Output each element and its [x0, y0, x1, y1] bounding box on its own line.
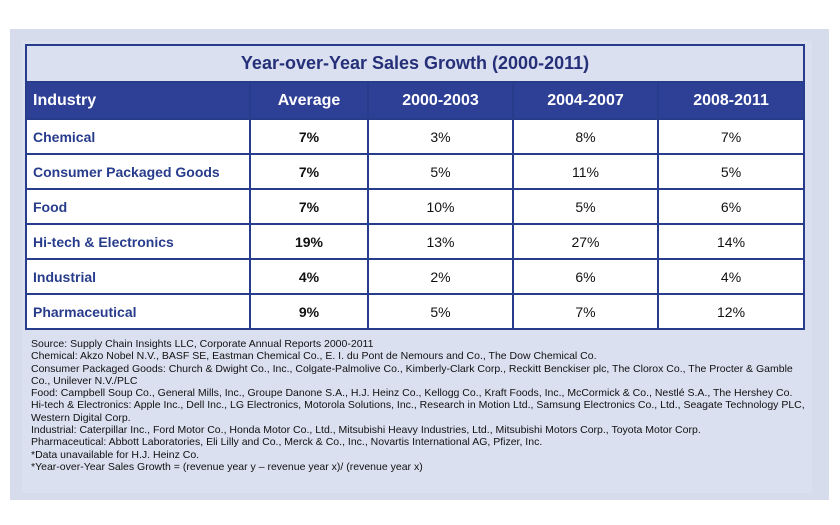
period-cell: 6% [512, 258, 659, 295]
footnote: Industrial: Caterpillar Inc., Ford Motor… [31, 424, 701, 437]
period-cell: 8% [512, 118, 659, 155]
period-cell: 3% [367, 118, 514, 155]
period-cell: 27% [512, 223, 659, 260]
column-header-average: Average [249, 81, 369, 120]
table-row: Pharmaceutical 9% 5% 7% 12% [25, 293, 806, 330]
column-header-2008-2011: 2008-2011 [656, 81, 806, 120]
industry-cell: Food [25, 188, 251, 225]
footnote: Pharmaceutical: Abbott Laboratories, Eli… [31, 436, 543, 449]
footnote: Chemical: Akzo Nobel N.V., BASF SE, East… [31, 350, 597, 363]
period-cell: 5% [656, 153, 806, 190]
industry-cell: Consumer Packaged Goods [25, 153, 251, 190]
period-cell: 6% [656, 188, 806, 225]
table-row: Hi-tech & Electronics 19% 13% 27% 14% [25, 223, 806, 260]
period-cell: 10% [367, 188, 514, 225]
table-title: Year-over-Year Sales Growth (2000-2011) [24, 44, 806, 83]
footnotes: Source: Supply Chain Insights LLC, Corpo… [31, 338, 806, 473]
sales-growth-table: Year-over-Year Sales Growth (2000-2011) … [24, 44, 806, 330]
period-cell: 7% [512, 293, 659, 330]
industry-cell: Hi-tech & Electronics [25, 223, 251, 260]
period-cell: 5% [367, 293, 514, 330]
industry-cell: Chemical [25, 118, 251, 155]
table-row: Consumer Packaged Goods 7% 5% 11% 5% [25, 153, 806, 190]
period-cell: 12% [656, 293, 806, 330]
average-cell: 9% [249, 293, 369, 330]
period-cell: 2% [367, 258, 514, 295]
table-row: Industrial 4% 2% 6% 4% [25, 258, 806, 295]
table-row: Chemical 7% 3% 8% 7% [25, 118, 806, 155]
average-cell: 19% [249, 223, 369, 260]
footnote: Food: Campbell Soup Co., General Mills, … [31, 387, 793, 400]
column-header-2000-2003: 2000-2003 [367, 81, 514, 120]
source-note: Source: Supply Chain Insights LLC, Corpo… [31, 338, 374, 350]
period-cell: 13% [367, 223, 514, 260]
column-header-2004-2007: 2004-2007 [512, 81, 659, 120]
average-cell: 4% [249, 258, 369, 295]
period-cell: 11% [512, 153, 659, 190]
table-row: Food 7% 10% 5% 6% [25, 188, 806, 225]
footnote: *Data unavailable for H.J. Heinz Co. [31, 448, 200, 461]
average-cell: 7% [249, 153, 369, 190]
footnote: Consumer Packaged Goods: Church & Dwight… [31, 362, 793, 387]
industry-cell: Pharmaceutical [25, 293, 251, 330]
footnote: Hi-tech & Electronics: Apple Inc., Dell … [31, 399, 805, 424]
header-row: Industry Average 2000-2003 2004-2007 200… [25, 81, 806, 120]
period-cell: 14% [656, 223, 806, 260]
period-cell: 5% [512, 188, 659, 225]
average-cell: 7% [249, 188, 369, 225]
period-cell: 4% [656, 258, 806, 295]
period-cell: 5% [367, 153, 514, 190]
average-cell: 7% [249, 118, 369, 155]
period-cell: 7% [656, 118, 806, 155]
column-header-industry: Industry [25, 81, 251, 120]
footnote: *Year-over-Year Sales Growth = (revenue … [31, 460, 423, 473]
industry-cell: Industrial [25, 258, 251, 295]
